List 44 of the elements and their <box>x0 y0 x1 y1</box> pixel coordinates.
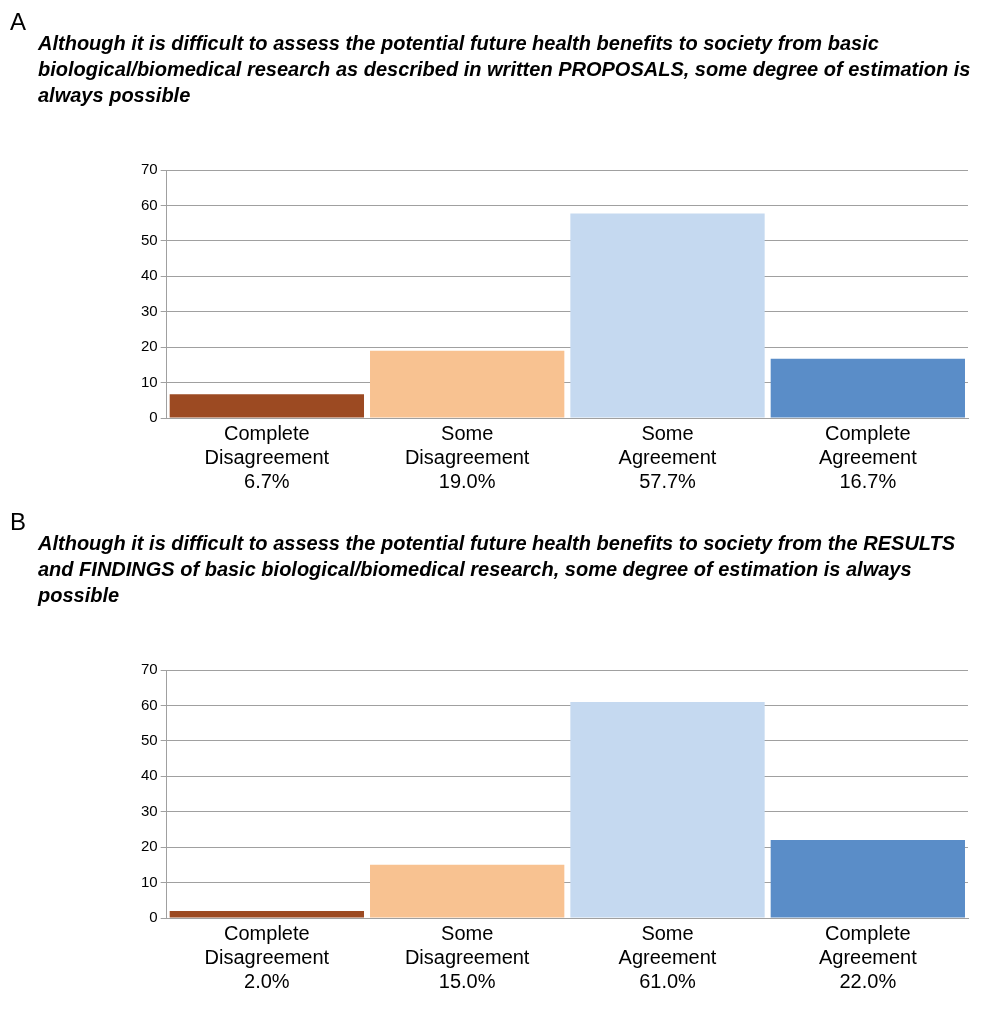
y-tick-label: 0 <box>149 408 158 426</box>
bar <box>370 864 565 918</box>
x-tick-label: Some Agreement <box>618 421 717 468</box>
x-tick-label: Some Disagreement <box>404 421 530 468</box>
x-tick-label: Complete Agreement <box>818 421 918 468</box>
y-tick-label: 20 <box>141 837 158 855</box>
y-tick-label: 10 <box>141 372 158 390</box>
y-tick-label: 10 <box>141 872 158 890</box>
data-label: 2.0% <box>244 969 290 992</box>
y-tick-label: 50 <box>141 231 158 248</box>
y-tick-label: 70 <box>141 160 158 178</box>
y-tick-label: 20 <box>141 337 158 355</box>
bar <box>570 701 765 918</box>
x-tick-label: Some Disagreement <box>404 921 530 968</box>
x-tick-label: Complete Agreement <box>818 921 918 968</box>
data-label: 22.0% <box>839 969 897 992</box>
y-tick-label: 70 <box>141 660 158 678</box>
text: A <box>10 8 27 36</box>
x-tick-label: Complete Disagreement <box>204 921 330 968</box>
data-label: 6.7% <box>244 469 290 492</box>
data-label: 19.0% <box>438 469 496 492</box>
bar <box>169 394 365 418</box>
data-label: 61.0% <box>639 969 697 992</box>
data-label: 15.0% <box>438 969 496 992</box>
y-tick-label: 30 <box>141 801 158 819</box>
chart-title: Although it is difficult to assess the potential future health benefits to society from basic biological/biomedical research as described in written PROPOSALS, some degree of estimation is always possible <box>38 31 972 108</box>
y-tick-label: 0 <box>149 908 158 926</box>
bar <box>169 910 365 918</box>
y-tick-label: 30 <box>141 301 158 319</box>
y-tick-label: 50 <box>141 731 158 748</box>
text: B <box>10 508 27 536</box>
y-tick-label: 40 <box>141 266 158 284</box>
data-label: 57.7% <box>639 469 697 492</box>
bar <box>570 213 765 418</box>
y-tick-label: 60 <box>141 195 158 213</box>
x-tick-label: Some Agreement <box>618 921 717 968</box>
chart-title: Although it is difficult to assess the potential future health benefits to society from the RESULTS and FINDINGS of basic biological/biomedical research, some degree of estimation is always possible <box>38 531 957 608</box>
data-label: 16.7% <box>839 469 897 492</box>
x-tick-label: Complete Disagreement <box>204 421 330 468</box>
bar <box>770 358 965 418</box>
y-tick-label: 40 <box>141 766 158 784</box>
bar <box>770 840 965 918</box>
y-tick-label: 60 <box>141 695 158 713</box>
bar <box>370 350 565 418</box>
